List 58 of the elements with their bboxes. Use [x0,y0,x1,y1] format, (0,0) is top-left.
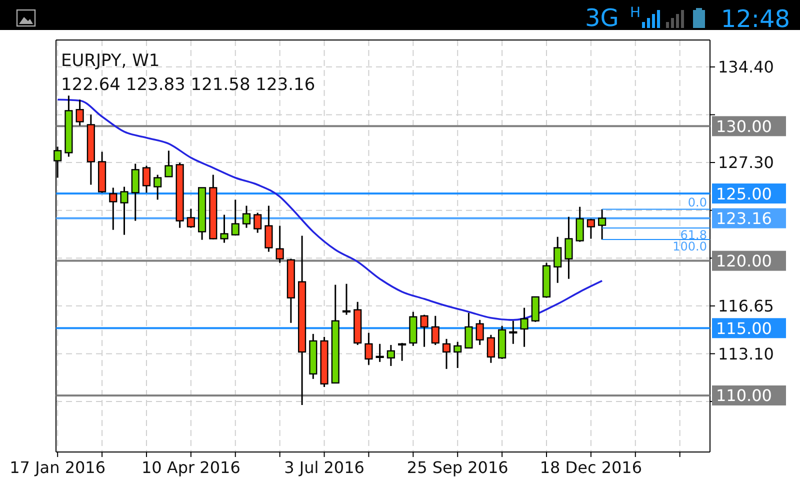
text: EURJPY, W1 [61,51,160,71]
candlestick [442,338,451,370]
text: 122.64 123.83 121.58 123.16 [61,75,316,95]
x-tick-label: 17 Jan 2016 [10,458,106,477]
ref-line-label: 130.00 [716,116,772,136]
candlestick [276,225,284,264]
candlestick [464,312,473,350]
candlestick [142,165,151,194]
candlestick [576,206,584,243]
candlestick [454,341,462,369]
candlestick [254,212,262,234]
x-tick-label: 18 Dec 2016 [540,458,642,477]
candlestick [231,198,240,236]
candlestick [109,186,118,231]
candlestick [131,162,140,222]
annotation: 100.0 [672,240,707,254]
candlestick [364,332,373,366]
y-tick-label: 116.65 [718,296,774,316]
candlestick [120,186,128,236]
x-tick-label: 3 Jul 2016 [284,458,364,477]
ref-line-label: 125.00 [716,184,772,204]
candlestick [154,174,162,200]
ref-line-label: 115.00 [716,318,772,338]
annotation: 0.0 [688,196,707,210]
candlestick [398,342,406,362]
candlestick [520,307,528,348]
candlestick [554,236,562,284]
ref-line-label: 120.00 [716,252,772,271]
candlestick [476,319,484,346]
candlestick [264,204,273,253]
x-tick-label: 25 Sep 2016 [406,458,508,477]
candlestick [376,343,384,363]
x-tick-label: 10 Apr 2016 [141,458,240,477]
candlestick [586,218,595,240]
text: 12:48 [720,5,790,33]
candlestick [598,208,606,240]
candlestick [220,214,228,244]
annotation: 61.8 [680,228,707,242]
y-tick-label: 127.30 [718,153,774,172]
candlestick [242,204,251,229]
candlestick [420,314,428,348]
candlestick [164,150,173,178]
y-tick-label: 113.10 [718,344,774,364]
line-series [56,98,603,321]
candlestick [509,320,518,345]
ref-line-label: 110.00 [716,386,772,406]
candlestick [431,315,440,346]
candlestick [386,344,395,367]
candlestick [486,334,495,364]
y-tick-label: 134.40 [718,58,774,77]
candlestick [531,296,540,323]
candlestick [76,98,84,126]
text: 3G [585,4,619,32]
candlestick [564,216,573,280]
text: H [630,5,641,21]
candlestick [186,208,195,229]
candlestick [342,283,351,316]
ref-line-label: 123.16 [716,209,772,228]
